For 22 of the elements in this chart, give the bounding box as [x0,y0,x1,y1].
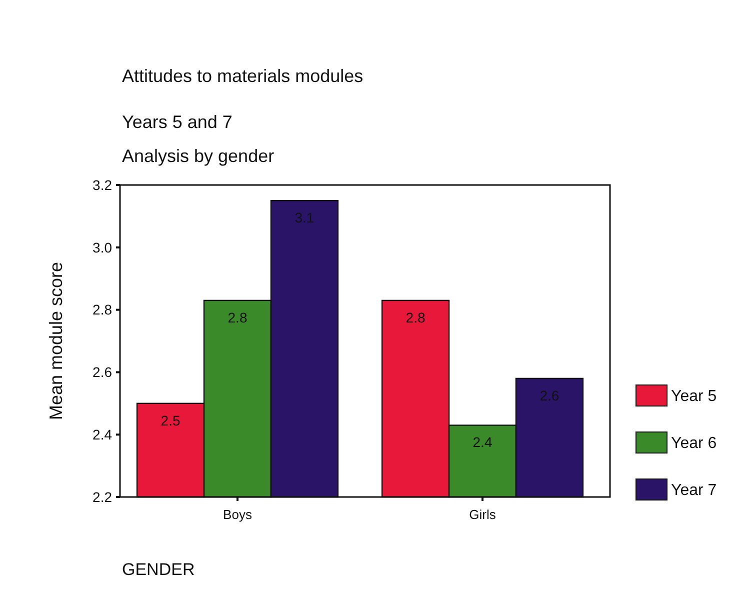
text: Analysis by gender [122,146,274,166]
y-tick-label: 2.4 [92,426,112,442]
y-tick-label: 3.2 [92,176,112,193]
data-label: 3.1 [294,210,314,226]
y-tick-label: 2.6 [92,364,112,380]
legend-label: Year 7 [671,482,717,500]
data-label: 2.4 [472,434,492,450]
x-tick-label: Boys [223,507,252,522]
x-tick-label: Girls [469,507,496,522]
y-axis-title: Mean module score [46,262,66,420]
data-label: 2.5 [160,412,180,428]
chart-title: Attitudes to materials modules [122,66,364,86]
legend-label: Year 6 [671,435,717,452]
chart-subtitle: Years 5 and 7 [122,112,232,132]
data-label: 2.8 [406,309,426,326]
x-axis-title: GENDER [122,560,195,579]
y-tick-label: 3.0 [92,239,112,256]
y-tick-label: 2.2 [92,488,112,505]
y-tick-label: 2.8 [92,302,112,318]
data-label: 2.6 [540,387,560,404]
legend-label: Year 5 [671,388,717,406]
data-label: 2.8 [228,309,248,326]
